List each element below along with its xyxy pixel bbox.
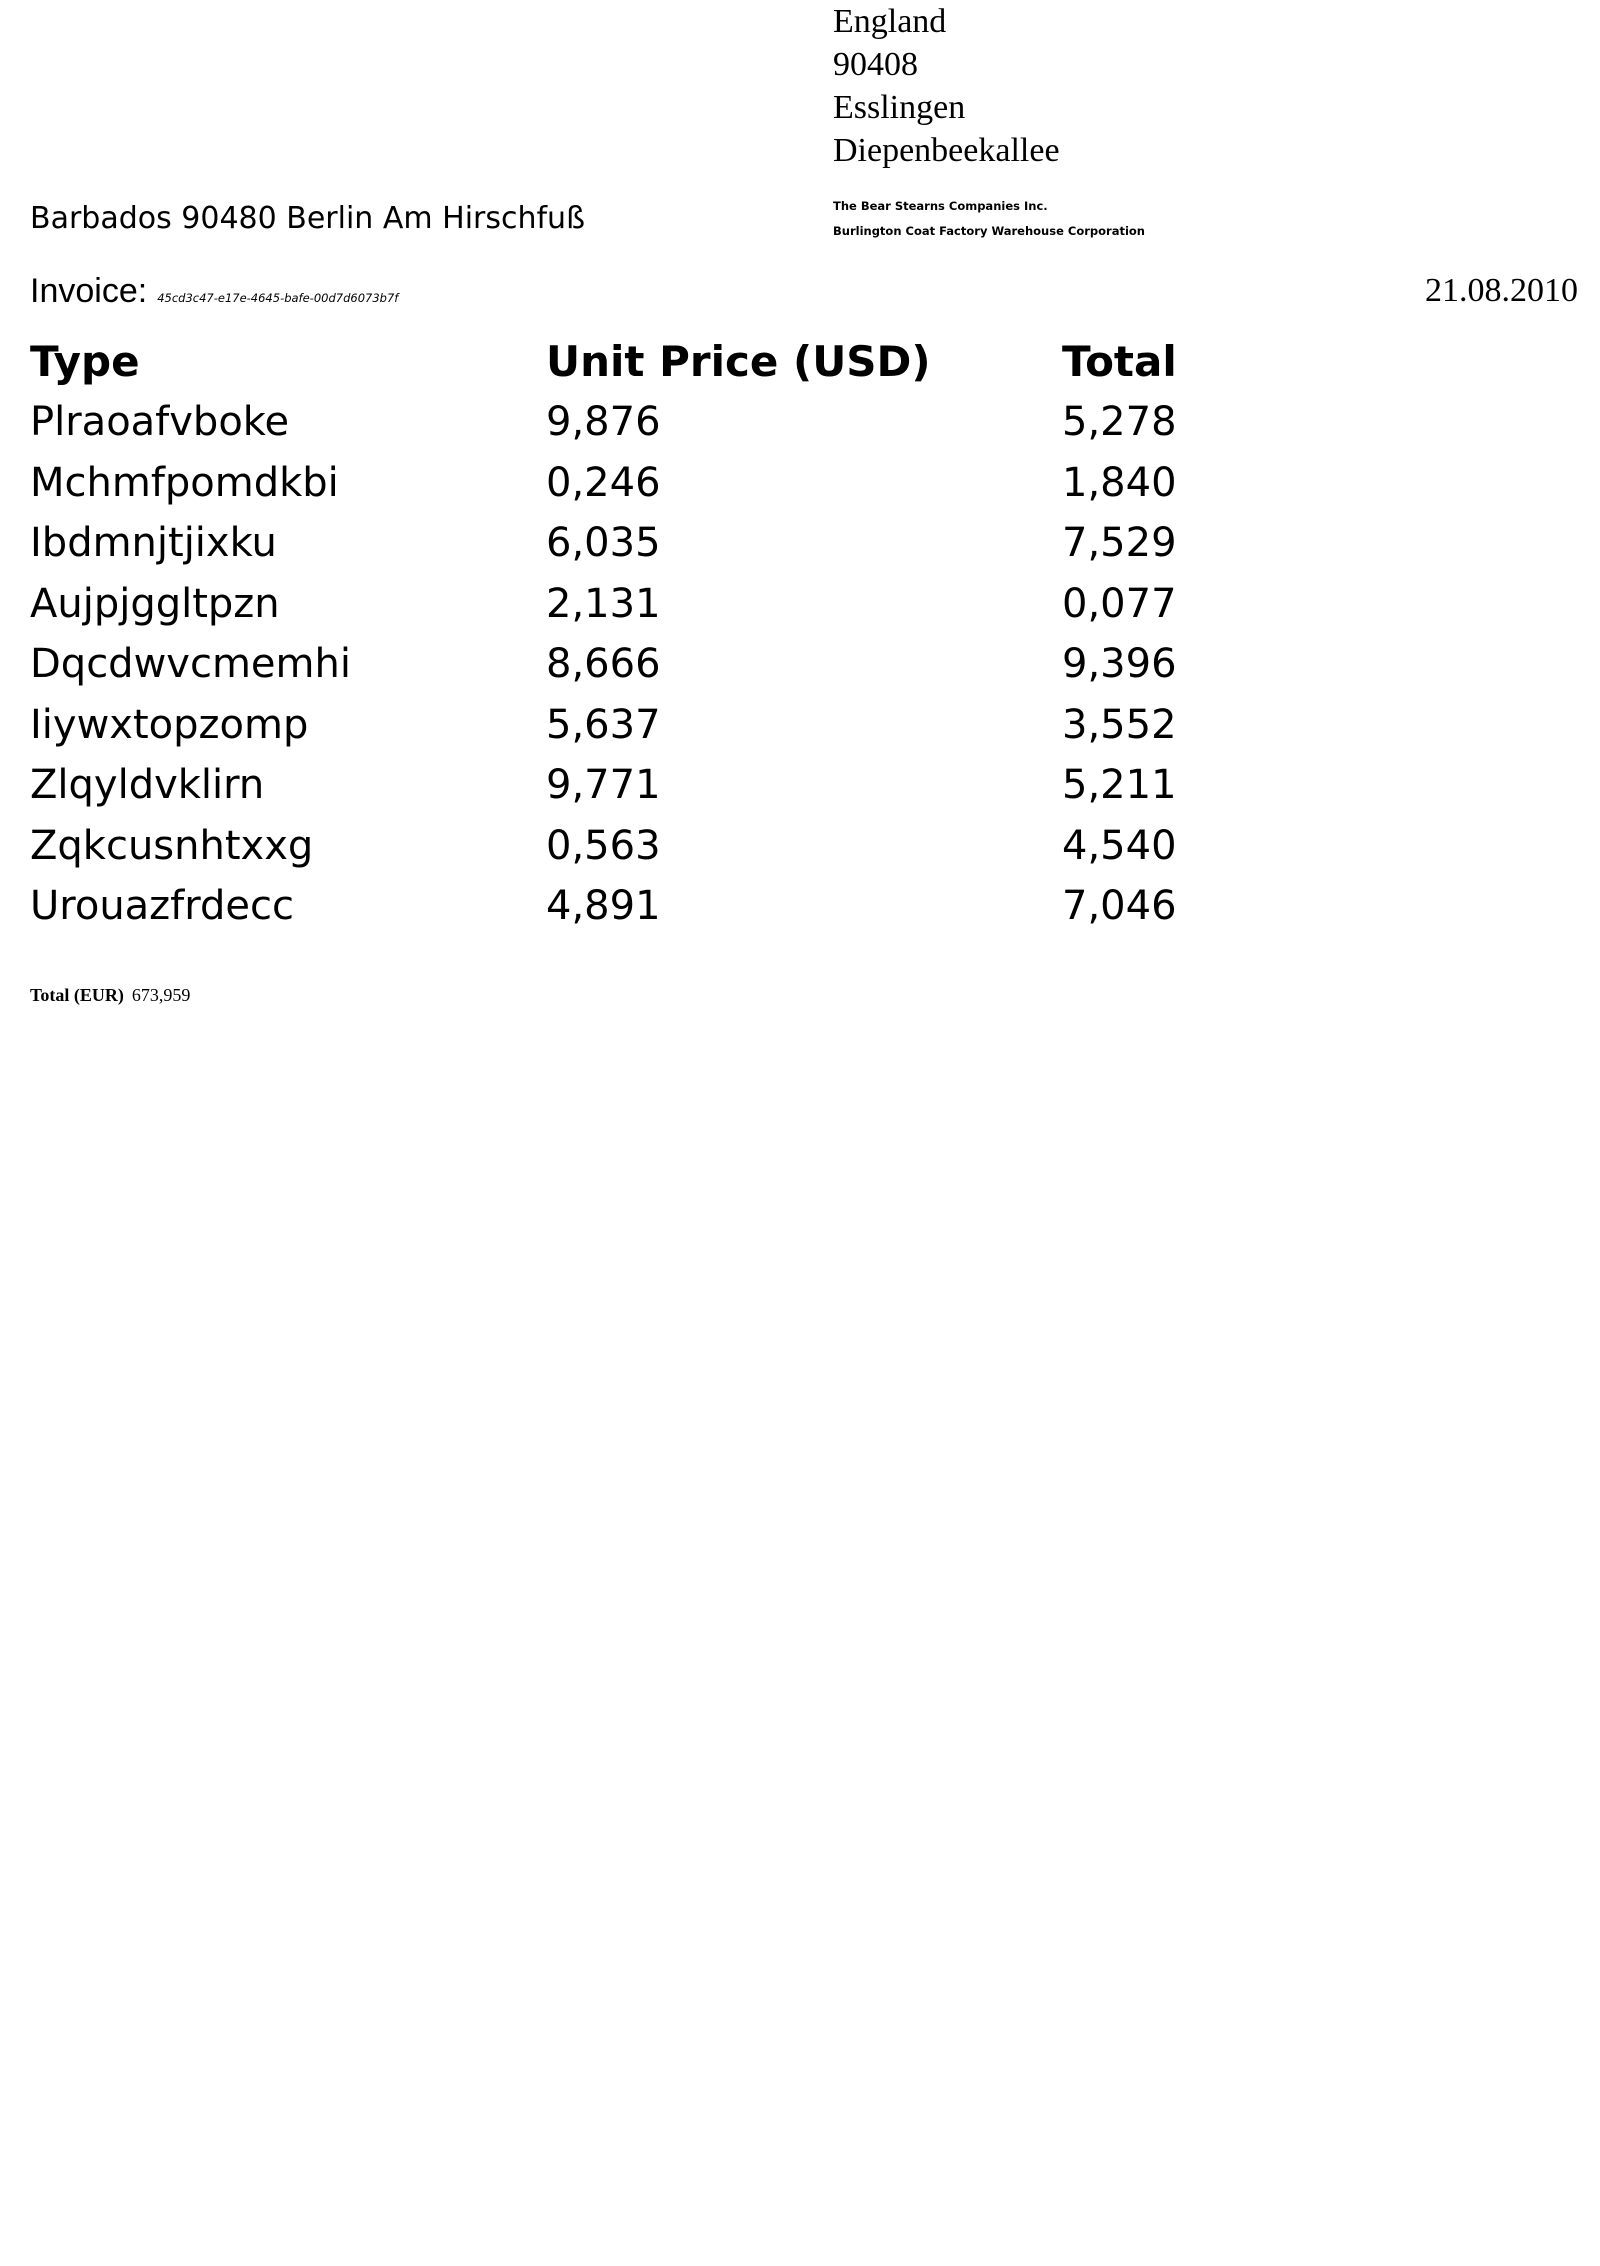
recipient-postal-code: 90408	[833, 46, 918, 83]
table-row: Zqkcusnhtxxg 0,563 4,540	[30, 816, 1362, 877]
cell-unit-price: 4,891	[546, 883, 661, 930]
cell-type: Aujpjggltpzn	[30, 580, 280, 627]
cell-unit-price: 9,771	[546, 762, 661, 809]
cell-unit-price: 8,666	[546, 641, 661, 688]
table-row: Urouazfrdecc 4,891 7,046	[30, 876, 1362, 937]
line-items-table: Type Unit Price (USD) Total Plraoafvboke…	[30, 330, 1362, 937]
company-name: The Bear Stearns Companies Inc.	[833, 199, 1048, 213]
grand-total: Total (EUR) 673,959	[30, 985, 190, 1006]
cell-total: 0,077	[1062, 580, 1177, 627]
cell-type: Ibdmnjtjixku	[30, 520, 277, 567]
grand-total-value: 673,959	[131, 985, 191, 1005]
column-header-total: Total	[1062, 336, 1177, 386]
cell-unit-price: 2,131	[546, 580, 661, 627]
column-header-unit-price: Unit Price (USD)	[546, 336, 931, 386]
table-row: Aujpjggltpzn 2,131 0,077	[30, 574, 1362, 635]
recipient-city: Esslingen	[833, 89, 966, 126]
cell-total: 1,840	[1062, 459, 1177, 506]
invoice-heading: Invoice: 45cd3c47-e17e-4645-bafe-00d7d60…	[30, 272, 398, 311]
recipient-street: Diepenbeekallee	[833, 132, 1060, 169]
table-row: Dqcdwvcmemhi 8,666 9,396	[30, 634, 1362, 695]
recipient-country: England	[833, 3, 947, 40]
cell-type: Dqcdwvcmemhi	[30, 641, 351, 688]
column-header-type: Type	[30, 336, 140, 386]
cell-type: Zqkcusnhtxxg	[30, 822, 314, 869]
invoice-date: 21.08.2010	[1425, 272, 1578, 309]
cell-type: Iiywxtopzomp	[30, 701, 309, 748]
cell-total: 5,211	[1062, 762, 1177, 809]
cell-total: 9,396	[1062, 641, 1177, 688]
table-row: Mchmfpomdkbi 0,246 1,840	[30, 453, 1362, 514]
company-names: The Bear Stearns Companies Inc. Burlingt…	[833, 194, 1145, 244]
table-header-row: Type Unit Price (USD) Total	[30, 330, 1362, 392]
cell-type: Mchmfpomdkbi	[30, 459, 339, 506]
table-row: Iiywxtopzomp 5,637 3,552	[30, 695, 1362, 756]
table-row: Ibdmnjtjixku 6,035 7,529	[30, 513, 1362, 574]
cell-total: 3,552	[1062, 701, 1177, 748]
grand-total-label: Total (EUR)	[30, 985, 124, 1005]
table-row: Plraoafvboke 9,876 5,278	[30, 392, 1362, 453]
invoice-label: Invoice:	[30, 272, 148, 310]
cell-total: 4,540	[1062, 822, 1177, 869]
invoice-id: 45cd3c47-e17e-4645-bafe-00d7d6073b7f	[157, 291, 399, 305]
cell-total: 7,529	[1062, 520, 1177, 567]
cell-unit-price: 5,637	[546, 701, 661, 748]
sender-address: Barbados 90480 Berlin Am Hirschfuß	[30, 201, 585, 236]
cell-unit-price: 0,246	[546, 459, 661, 506]
cell-total: 5,278	[1062, 399, 1177, 446]
cell-unit-price: 6,035	[546, 520, 661, 567]
company-name: Burlington Coat Factory Warehouse Corpor…	[833, 224, 1145, 238]
cell-type: Plraoafvboke	[30, 399, 290, 446]
cell-unit-price: 0,563	[546, 822, 661, 869]
cell-type: Urouazfrdecc	[30, 883, 294, 930]
table-row: Zlqyldvklirn 9,771 5,211	[30, 755, 1362, 816]
cell-total: 7,046	[1062, 883, 1177, 930]
cell-unit-price: 9,876	[546, 399, 661, 446]
cell-type: Zlqyldvklirn	[30, 762, 265, 809]
recipient-address: England 90408 Esslingen Diepenbeekallee	[833, 0, 1060, 172]
